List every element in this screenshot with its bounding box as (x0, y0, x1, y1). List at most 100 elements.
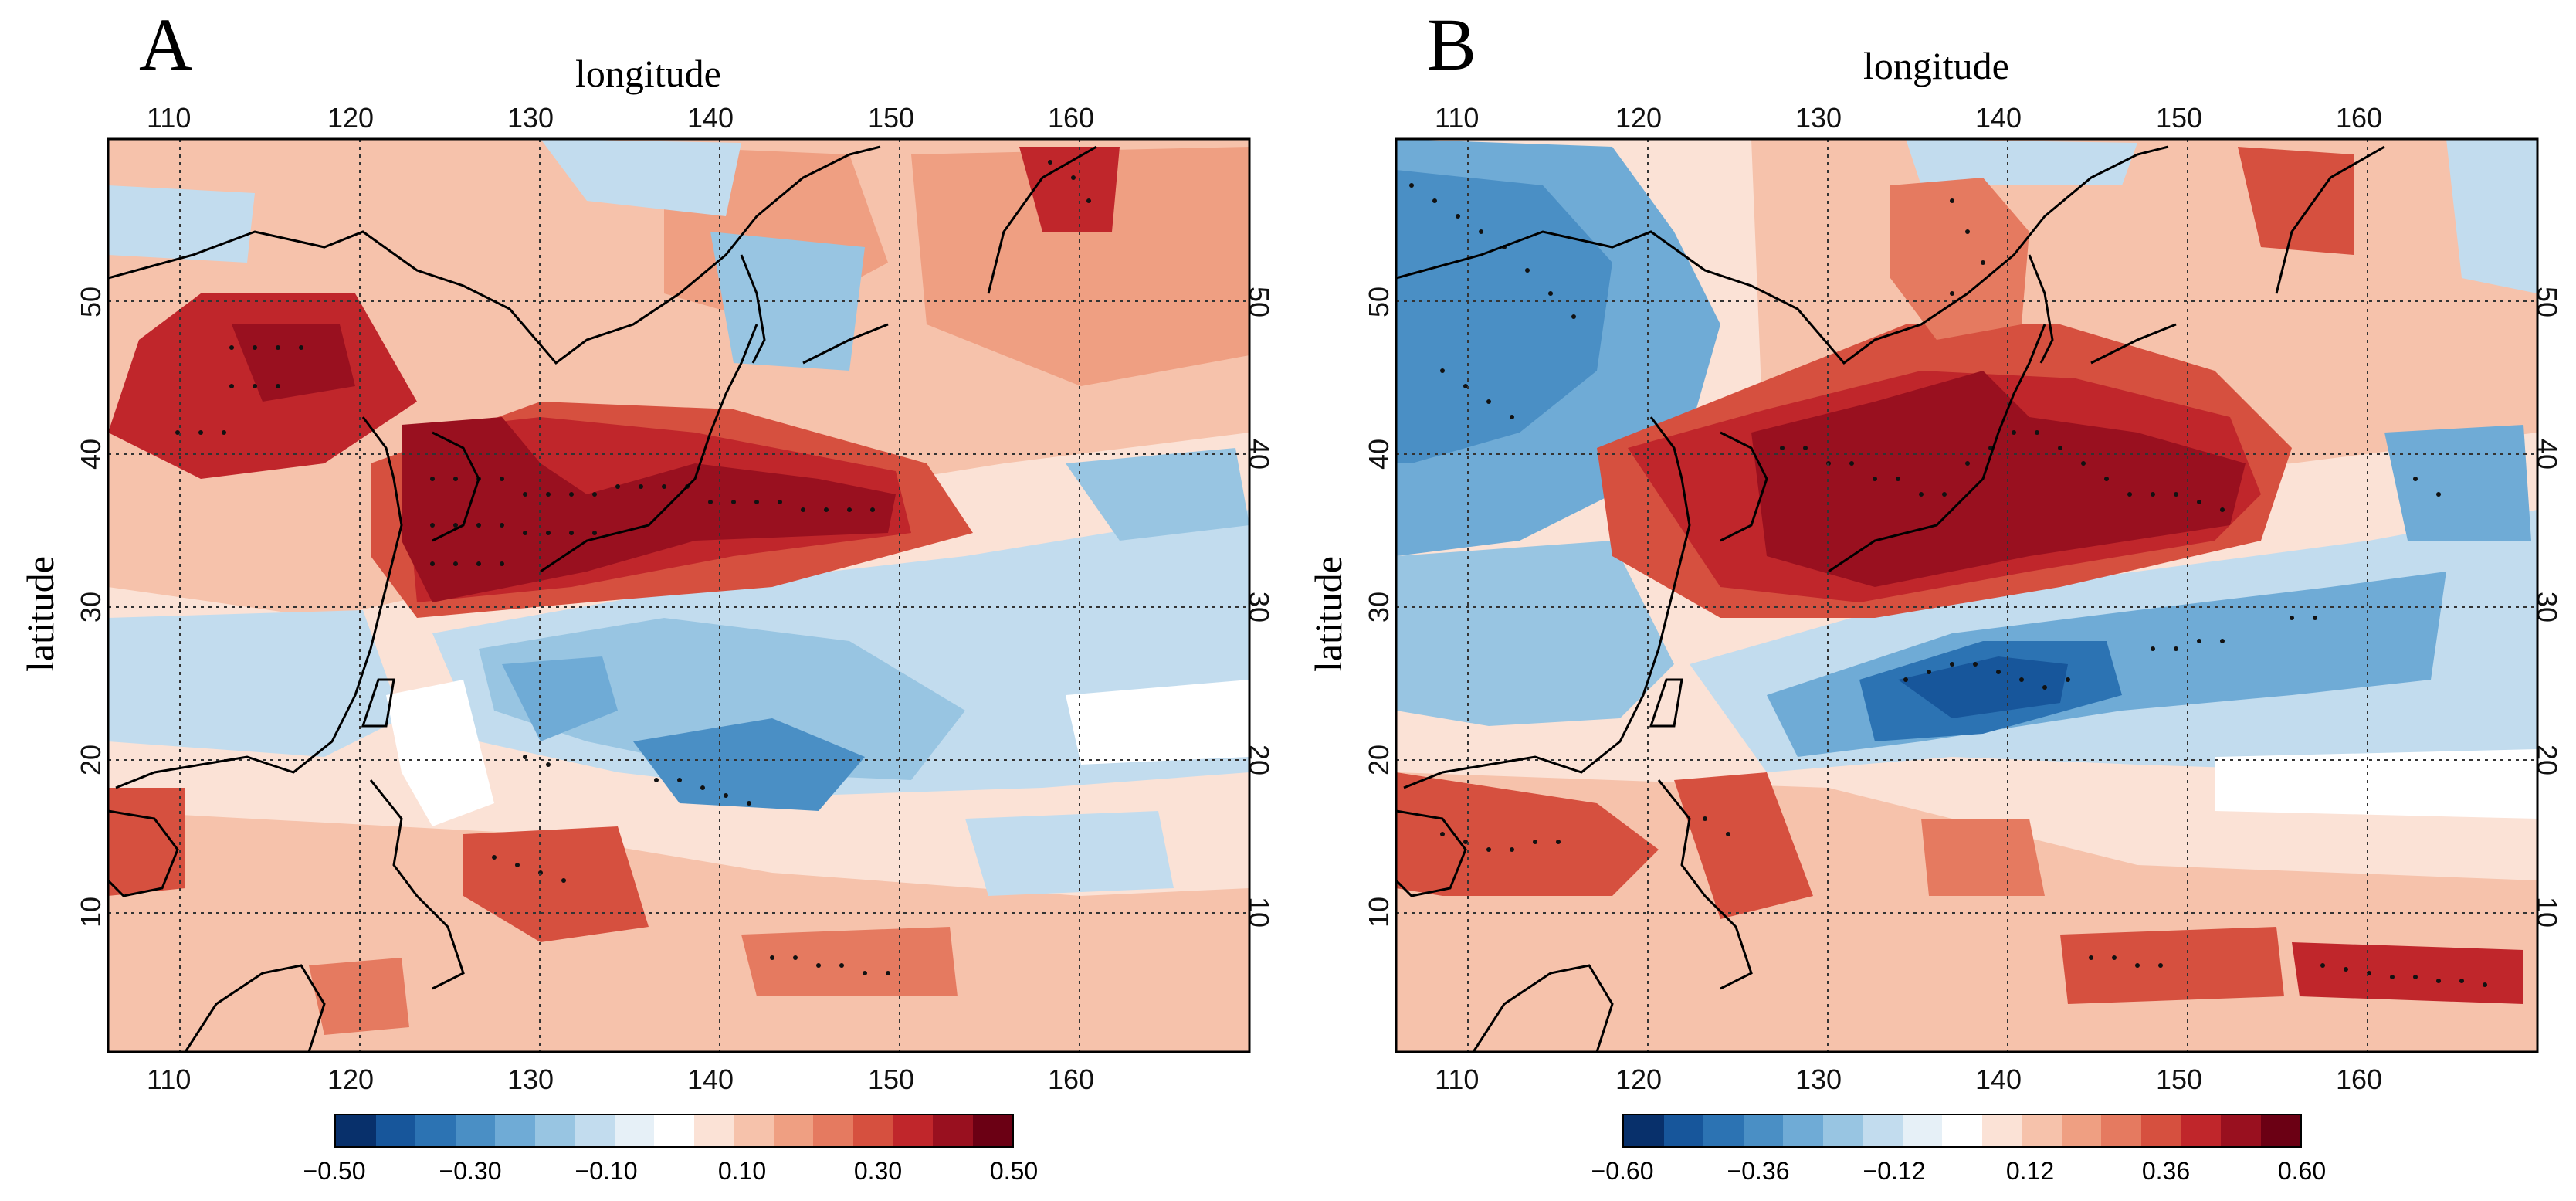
colorbar-swatch (2220, 1115, 2261, 1146)
significance-dots (1409, 183, 2487, 987)
colorbar-swatch (1822, 1115, 1863, 1146)
colorbar-swatch (336, 1115, 376, 1146)
anomaly-neutral (386, 680, 494, 826)
graticule (1396, 139, 2537, 1052)
anomaly-negative-strong (1396, 170, 1612, 463)
lon-tick-top: 140 (1975, 102, 2022, 134)
colorbar-label: −0.10 (575, 1157, 638, 1185)
colorbar-label: 0.30 (853, 1157, 903, 1185)
colorbar-swatch (1783, 1115, 1823, 1146)
anomaly-negative-strong (633, 718, 865, 811)
anomaly-positive-max (232, 324, 355, 402)
anomaly-negative-max (1898, 656, 2068, 718)
colorbar-label: 0.50 (989, 1157, 1039, 1185)
colorbar-label: −0.60 (1591, 1157, 1654, 1185)
anomaly-positive-max (1751, 371, 2246, 587)
lon-tick-top: 160 (2336, 102, 2383, 134)
anomaly-neutral (2215, 749, 2537, 819)
lon-tick-top: 150 (2156, 102, 2203, 134)
colorbar-swatch (2022, 1115, 2062, 1146)
colorbar-swatch (495, 1115, 535, 1146)
lon-tick-top: 140 (687, 102, 734, 134)
anomaly-positive-moderate (1890, 178, 2029, 340)
colorbar-swatch (1981, 1115, 2022, 1146)
x-axis-title: longitude (1863, 44, 2009, 87)
colorbar-label: −0.12 (1863, 1157, 1926, 1185)
colorbar-swatch (2061, 1115, 2102, 1146)
anomaly-negative-weak (2446, 139, 2537, 293)
lon-tick-bottom: 160 (2336, 1064, 2383, 1095)
significance-dots (175, 160, 1091, 975)
colorbar-label: −0.30 (439, 1157, 502, 1185)
colorbar-swatch (693, 1115, 734, 1146)
colorbar (334, 1114, 1014, 1148)
anomaly-positive-strong (2060, 927, 2284, 1004)
anomaly-positive-strong (2238, 147, 2354, 255)
colorbar-swatch (1942, 1115, 1982, 1146)
lon-tick-top: 120 (1615, 102, 1663, 134)
anomaly-positive-max (402, 417, 896, 602)
colorbar-swatch (455, 1115, 496, 1146)
lon-tick-bottom: 130 (507, 1064, 554, 1095)
graticule (108, 139, 1249, 1052)
lon-tick-top: 130 (507, 102, 554, 134)
colorbar-label: −0.36 (1727, 1157, 1790, 1185)
lon-tick-bottom: 120 (1615, 1064, 1663, 1095)
anomaly-positive-moderate (911, 147, 1249, 386)
anomaly-neutral (1066, 680, 1249, 765)
anomaly-negative-strong (502, 656, 618, 741)
anomaly-positive-moderate (1921, 819, 2045, 896)
anomaly-negative-weak (965, 811, 1174, 896)
colorbar-swatch (1663, 1115, 1704, 1146)
colorbar-swatch (415, 1115, 456, 1146)
colorbar-swatch (1703, 1115, 1744, 1146)
colorbar-swatch (654, 1115, 694, 1146)
lon-tick-bottom: 140 (1975, 1064, 2022, 1095)
lon-tick-bottom: 120 (327, 1064, 375, 1095)
lon-tick-bottom: 150 (2156, 1064, 2203, 1095)
colorbar-swatch (375, 1115, 416, 1146)
anomaly-positive-strong (2292, 942, 2523, 1004)
map-frame (107, 137, 1251, 1053)
colorbar-swatch (734, 1115, 774, 1146)
anomaly-positive-strong (1396, 772, 1659, 896)
lon-tick-bottom: 110 (1435, 1064, 1480, 1095)
colorbar-swatch (534, 1115, 575, 1146)
anomaly-negative-moderate (1066, 448, 1249, 541)
panel-a: A longitude latitude 110 120 130 140 150… (19, 3, 1275, 1185)
panel-letter: A (139, 3, 193, 86)
colorbar-swatch (2101, 1115, 2141, 1146)
anomaly-negative-weak (1396, 541, 1674, 726)
colorbar-label: 0.10 (717, 1157, 767, 1185)
colorbar-swatch (2140, 1115, 2181, 1146)
anomaly-positive-strong (108, 788, 185, 896)
coastlines (108, 145, 1097, 1052)
lon-tick-bottom: 130 (1795, 1064, 1842, 1095)
colorbar-swatch (1902, 1115, 1943, 1146)
lon-tick-top: 110 (147, 102, 192, 134)
x-axis-title: longitude (575, 52, 721, 95)
lon-tick-bottom: 150 (868, 1064, 915, 1095)
anomaly-positive-strong (1674, 772, 1813, 919)
lon-tick-top: 150 (868, 102, 915, 134)
lon-tick-bottom: 110 (147, 1064, 192, 1095)
colorbar-swatch (1624, 1115, 1664, 1146)
anomaly-negative-weak (541, 139, 741, 216)
lon-tick-top: 130 (1795, 102, 1842, 134)
map-b (1395, 137, 2539, 1053)
anomaly-negative-moderate (2384, 425, 2531, 541)
colorbar-swatch (773, 1115, 814, 1146)
coastlines (1396, 145, 2385, 1052)
map-a (107, 137, 1251, 1053)
anomaly-negative-weak (1906, 139, 2137, 185)
colorbar-swatch (893, 1115, 933, 1146)
colorbar-label: 0.60 (2277, 1157, 2327, 1185)
colorbar-swatch (852, 1115, 893, 1146)
anomaly-positive-moderate (741, 927, 958, 996)
colorbar-swatch (1863, 1115, 1903, 1146)
colorbar-swatch (2260, 1115, 2301, 1146)
colorbar-swatch (1743, 1115, 1784, 1146)
colorbar-label: −0.50 (303, 1157, 366, 1185)
colorbar-swatch (813, 1115, 853, 1146)
lon-tick-top: 120 (327, 102, 375, 134)
